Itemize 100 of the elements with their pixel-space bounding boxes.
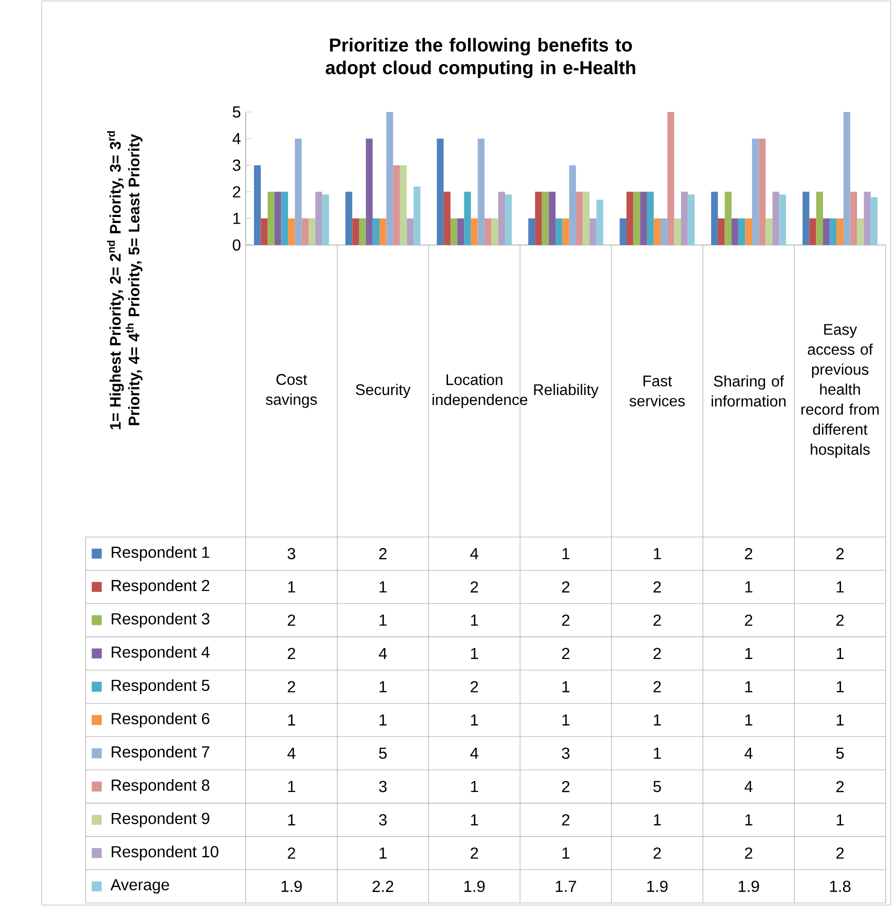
- data-label: 1: [562, 714, 570, 726]
- data-label: 2: [288, 648, 296, 660]
- bar: [844, 112, 850, 245]
- bar: [732, 218, 738, 245]
- bar: [450, 218, 458, 245]
- data-label: 2.2: [372, 880, 394, 892]
- bar: [752, 138, 759, 245]
- chart-title: Prioritize the following benefits to adopt cloud computing in e-Health: [326, 38, 636, 78]
- data-label: 2: [654, 848, 661, 859]
- bar: [528, 218, 536, 245]
- legend-label: Respondent 1: [112, 546, 210, 562]
- bar: [302, 218, 309, 245]
- data-label: 1: [471, 614, 478, 626]
- y-tick-label: 1: [233, 212, 240, 224]
- bar: [654, 218, 661, 245]
- data-label: 1: [836, 814, 844, 826]
- data-label: 1: [288, 781, 296, 792]
- data-label: 2: [654, 648, 661, 660]
- bar: [562, 218, 570, 245]
- data-label: 4: [378, 648, 387, 659]
- data-label: 1: [654, 548, 661, 560]
- x-tick-label: Security: [356, 384, 411, 398]
- legend-label: Respondent 8: [112, 779, 210, 794]
- bar: [640, 192, 648, 245]
- bar: [626, 192, 634, 245]
- data-label: 2: [562, 581, 570, 592]
- bar: [556, 218, 562, 245]
- bar: [505, 194, 512, 245]
- data-label: 3: [288, 548, 296, 560]
- data-label: 4: [470, 548, 478, 560]
- bar: [359, 218, 366, 245]
- data-label: 1: [288, 714, 296, 726]
- y-tick-label: 5: [232, 106, 240, 118]
- text: 1= Highest Priority, 2= 2$^{nd}$ Priority, 3= 3$^{rd}$ Priority, 4= 4$^{th}$ Priority, 5= Least Priority: [107, 131, 143, 430]
- bar: [366, 138, 373, 245]
- data-label: 3: [379, 780, 387, 792]
- bar: [633, 192, 640, 245]
- bar: [870, 197, 878, 245]
- data-label: 5: [836, 748, 844, 759]
- bar: [393, 165, 400, 245]
- bar: [352, 218, 360, 245]
- bar: [830, 218, 837, 245]
- data-label: 3: [379, 814, 387, 826]
- bar: [681, 192, 688, 245]
- data-label: 2: [562, 614, 570, 626]
- bar: [802, 192, 810, 245]
- data-label: 1: [654, 814, 661, 826]
- bar: [464, 192, 472, 245]
- data-label: 1: [836, 648, 844, 659]
- data-label: 1.8: [830, 880, 851, 892]
- y-tick-label: 2: [233, 186, 240, 198]
- data-label: 2: [836, 614, 844, 626]
- bar: [766, 218, 773, 245]
- bar: [647, 192, 654, 245]
- data-label: 2: [654, 614, 661, 626]
- bar: [274, 192, 282, 245]
- data-label: 1: [654, 748, 661, 759]
- bar: [288, 218, 295, 245]
- bar: [816, 192, 824, 245]
- data-label: 1: [745, 814, 752, 826]
- data-label: 4: [744, 748, 753, 759]
- data-label: 4: [744, 781, 753, 792]
- bar: [444, 192, 451, 245]
- bar: [582, 192, 590, 245]
- data-label: 2: [654, 681, 661, 692]
- legend-label: Respondent 7: [112, 746, 210, 761]
- x-tick-label: Cost savings: [266, 374, 318, 408]
- data-label: 1: [471, 814, 478, 826]
- x-tick-label: Fast services: [630, 376, 685, 406]
- bar: [414, 186, 420, 245]
- bar: [864, 192, 871, 245]
- data-label: 2: [836, 548, 844, 560]
- bar: [620, 218, 627, 245]
- data-label: 1.9: [647, 880, 668, 892]
- data-label: 1.9: [738, 880, 760, 892]
- data-label: 1: [288, 581, 296, 592]
- legend-label: Respondent 6: [112, 712, 210, 728]
- bar: [668, 112, 674, 245]
- bar: [660, 218, 668, 245]
- data-label: 2: [654, 581, 661, 592]
- data-label: 2: [470, 581, 478, 592]
- data-label: 4: [288, 748, 296, 759]
- bar: [386, 112, 394, 245]
- data-label: 1: [471, 781, 478, 792]
- data-label: 5: [379, 748, 387, 759]
- data-label: 2: [836, 780, 844, 792]
- x-tick-label: Easy access of previous health record from different hospitals: [802, 324, 879, 458]
- bar: [281, 192, 288, 245]
- bar: [711, 192, 718, 245]
- bar: [406, 218, 414, 245]
- bar: [596, 200, 604, 245]
- data-label: 2: [562, 814, 570, 826]
- data-label: 2: [470, 681, 478, 692]
- bar: [535, 192, 542, 245]
- bar: [738, 218, 746, 245]
- x-tick-label: Location independence: [432, 374, 528, 408]
- data-label: 2: [288, 614, 296, 626]
- bar: [772, 192, 780, 245]
- bar: [260, 218, 268, 245]
- bar: [315, 192, 322, 245]
